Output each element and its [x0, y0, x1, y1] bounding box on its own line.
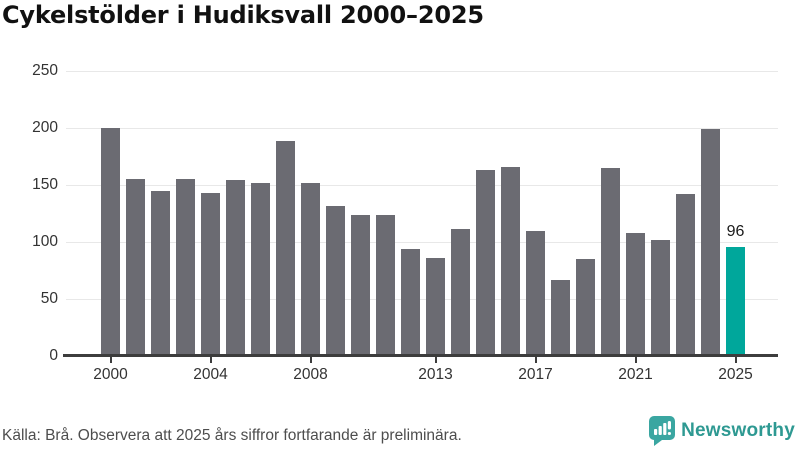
gridline-150 [66, 184, 778, 186]
bar-2019 [576, 259, 595, 356]
newsworthy-logo: Newsworthy [649, 416, 795, 446]
x-tick-2017 [534, 356, 537, 363]
bar-chart-plot: 0 50 100 150 200 250 2000 2004 2008 2013 2017 2021 2… [32, 62, 778, 383]
bar-2020 [601, 167, 620, 356]
source-note: Källa: Brå. Observera att 2025 års siffr… [2, 427, 462, 444]
gridline-200 [66, 127, 778, 129]
bar-2021 [626, 232, 645, 356]
bar-2002 [151, 190, 170, 356]
bar-2010 [351, 214, 370, 356]
bar-2016 [501, 166, 520, 356]
x-axis-label-2021: 2021 [618, 366, 653, 383]
bar-2005 [226, 180, 245, 356]
x-axis-label-2008: 2008 [293, 366, 328, 383]
bar-2014 [451, 229, 470, 356]
x-axis-label-2013: 2013 [418, 366, 453, 383]
bar-2001 [126, 179, 145, 356]
x-tick-2013 [434, 356, 437, 363]
gridline-250 [66, 70, 778, 72]
y-axis-label-250: 250 [32, 62, 58, 79]
x-axis-label-2004: 2004 [193, 366, 228, 383]
bar-2012 [401, 248, 420, 356]
highlight-value-label: 96 [726, 222, 745, 240]
x-tick-2025 [734, 356, 737, 363]
bar-2009 [326, 205, 345, 356]
y-axis-label-0: 0 [49, 347, 58, 364]
bar-2007 [276, 140, 295, 356]
bar-2024 [701, 129, 720, 356]
x-axis-line [63, 354, 778, 357]
x-axis-label-2017: 2017 [518, 366, 553, 383]
bar-2006 [251, 182, 270, 356]
chart-title: Cykelstölder i Hudiksvall 2000–2025 [2, 1, 484, 29]
footer: Källa: Brå. Observera att 2025 års siffr… [0, 414, 800, 450]
y-axis-label-100: 100 [32, 233, 58, 250]
x-tick-2000 [109, 356, 112, 363]
bar-2025 [726, 246, 745, 356]
y-axis-label-200: 200 [32, 119, 58, 136]
x-tick-2008 [309, 356, 312, 363]
x-tick-2021 [634, 356, 637, 363]
bar-2015 [476, 170, 495, 356]
bar-2013 [426, 257, 445, 356]
y-axis-label-150: 150 [32, 176, 58, 193]
bar-2023 [676, 194, 695, 356]
bar-2000 [101, 128, 120, 356]
y-axis-label-50: 50 [40, 290, 58, 307]
x-axis-label-2000: 2000 [93, 366, 128, 383]
gridline-50 [66, 298, 778, 300]
bar-2004 [201, 192, 220, 356]
bar-2011 [376, 214, 395, 356]
bar-2018 [551, 279, 570, 356]
bar-2003 [176, 179, 195, 356]
bar-chart-speech-bubble-icon [649, 416, 676, 446]
bar-2008 [301, 182, 320, 356]
gridline-100 [66, 241, 778, 243]
bar-2022 [651, 239, 670, 356]
x-axis-label-2025: 2025 [718, 366, 753, 383]
brand-name: Newsworthy [681, 420, 795, 441]
bar-2017 [526, 230, 545, 356]
x-tick-2004 [209, 356, 212, 363]
